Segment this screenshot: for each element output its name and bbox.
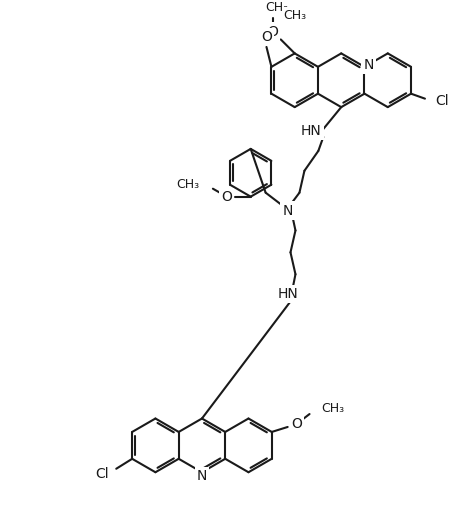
Text: Cl: Cl — [435, 94, 448, 108]
Text: CH₃: CH₃ — [321, 401, 345, 414]
Text: CH₃: CH₃ — [265, 1, 288, 14]
Text: O: O — [268, 24, 278, 38]
Text: Cl: Cl — [96, 467, 109, 481]
Text: N: N — [282, 204, 293, 218]
Text: CH₃: CH₃ — [283, 9, 307, 22]
Text: N: N — [363, 58, 374, 72]
Text: CH₃: CH₃ — [176, 178, 199, 191]
Text: O: O — [291, 417, 302, 431]
Text: HN: HN — [301, 124, 322, 138]
Text: O: O — [261, 30, 272, 44]
Text: N: N — [197, 469, 207, 483]
Text: HN: HN — [277, 287, 298, 301]
Text: O: O — [221, 190, 232, 204]
